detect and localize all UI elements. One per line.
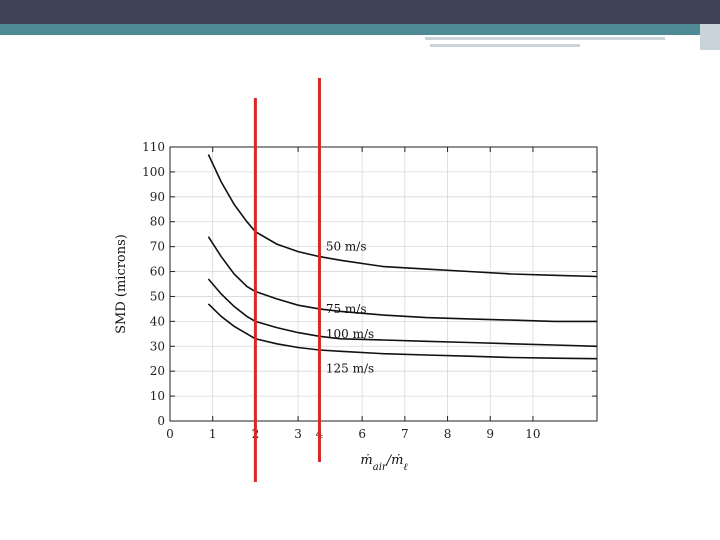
x-axis-title-sub2: ℓ [403,462,407,473]
y-tick-label: 50 [150,289,165,303]
x-tick-label: 8 [444,427,452,441]
header-accent-line [425,37,665,40]
x-axis-title-main: ṁ [360,453,372,468]
y-tick-label: 70 [150,240,165,254]
x-tick-label: 10 [525,427,540,441]
header-bar [0,0,720,24]
y-tick-label: 110 [142,140,165,154]
series-line [207,154,598,278]
y-tick-label: 90 [150,190,165,204]
x-axis-title-slash: /ṁ [385,453,404,468]
x-axis-title: ṁair/ṁℓ [360,453,407,473]
x-tick-label: 7 [401,427,409,441]
series-line [207,236,597,323]
series-labels: 50 m/s 75 m/s 100 m/s 125 m/s [326,240,374,376]
slide-header [0,0,720,50]
y-tick-label: 20 [150,364,165,378]
x-tick-label: 0 [166,427,174,441]
y-tick-label: 60 [150,265,165,279]
x-tick-label: 3 [294,427,302,441]
y-tick-label: 10 [150,389,165,403]
x-tick-label: 1 [209,427,217,441]
y-axis-ticks: 0 10 20 30 40 50 60 70 80 90 100 110 [142,140,597,428]
y-tick-label: 100 [142,165,165,179]
header-corner-block [700,24,720,50]
header-stripe [0,24,720,35]
series-label: 75 m/s [326,302,367,316]
x-tick-label: 9 [486,427,494,441]
series-line [207,303,598,360]
series-label: 50 m/s [326,240,367,254]
series-label: 125 m/s [326,362,374,376]
series-label: 100 m/s [326,327,374,341]
x-tick-label: 6 [358,427,366,441]
series-group [207,154,598,360]
y-tick-label: 80 [150,215,165,229]
x-axis-title-sub1: air [373,462,388,473]
y-tick-label: 0 [157,414,165,428]
chart-grid [169,146,597,422]
plot-frame [169,146,598,422]
y-tick-label: 30 [150,339,165,353]
vertical-markers [253,78,321,482]
series-line [207,278,598,348]
y-axis-title: SMD (microns) [114,234,129,334]
y-tick-label: 40 [150,314,165,328]
header-accent-line-short [430,44,580,47]
